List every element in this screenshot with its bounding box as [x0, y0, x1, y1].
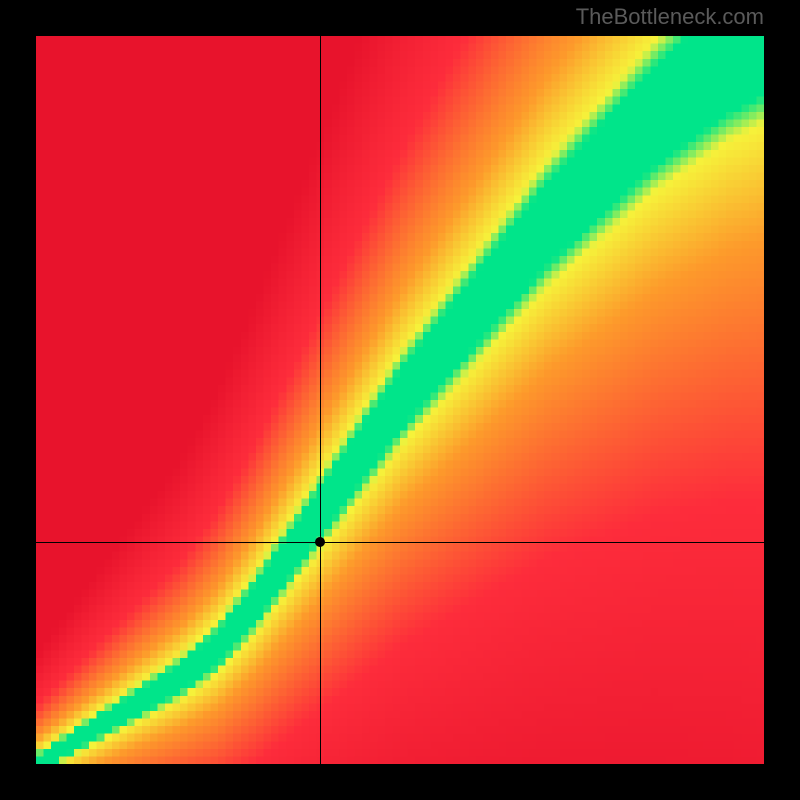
plot-area — [36, 36, 764, 764]
crosshair-vertical — [320, 36, 321, 764]
crosshair-horizontal — [36, 542, 764, 543]
data-point-marker — [315, 537, 325, 547]
heatmap-canvas — [36, 36, 764, 764]
watermark-text: TheBottleneck.com — [576, 4, 764, 30]
